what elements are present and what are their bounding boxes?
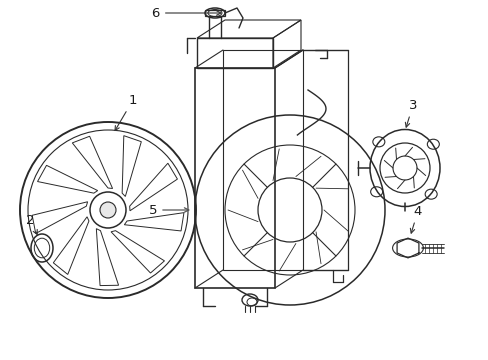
Bar bbox=[204, 10, 224, 16]
Circle shape bbox=[90, 192, 126, 228]
Polygon shape bbox=[396, 238, 418, 258]
Text: 3: 3 bbox=[405, 99, 416, 127]
Circle shape bbox=[100, 202, 116, 218]
Bar bbox=[195, 68, 274, 288]
Text: 5: 5 bbox=[148, 203, 188, 216]
Text: 4: 4 bbox=[409, 204, 421, 233]
Text: 6: 6 bbox=[151, 6, 221, 19]
Text: 1: 1 bbox=[115, 94, 137, 131]
Text: 2: 2 bbox=[26, 213, 37, 234]
